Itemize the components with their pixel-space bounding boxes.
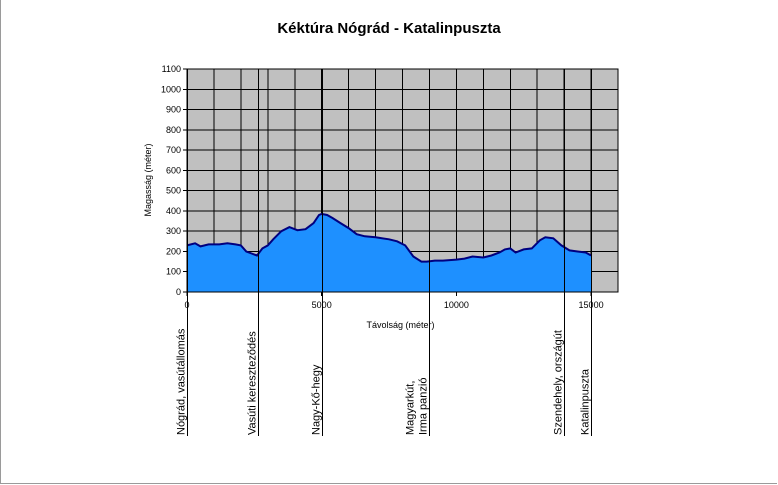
- y-tick-label: 600: [166, 165, 181, 175]
- y-axis-label: Magasság (méter): [143, 143, 153, 216]
- y-axis-ticks: 0 100 200 300 400 500 600 700 800 900 1000 1100: [161, 64, 187, 297]
- waypoint-label: Katalinpuszta: [580, 368, 592, 435]
- plot-border: [186, 68, 619, 293]
- elevation-area: [187, 213, 592, 292]
- elevation-line: [186, 212, 592, 263]
- waypoint-labels: Nógrád, vasútállomás Vasúti kereszteződés…: [176, 328, 592, 435]
- y-tick-label: 500: [166, 186, 181, 196]
- x-axis-ticks: 0 5000 10000 15000: [184, 292, 604, 310]
- chart-title: Kéktúra Nógrád - Katalinpuszta: [277, 20, 501, 37]
- y-tick-label: 400: [166, 206, 181, 216]
- x-tick-label: 10000: [444, 300, 469, 310]
- x-tick-label: 15000: [579, 300, 604, 310]
- y-tick-label: 1100: [162, 64, 181, 74]
- y-tick-label: 200: [166, 246, 181, 256]
- x-axis-label: Távolság (méter): [366, 320, 434, 330]
- waypoint-label: Nagy-Kő-hegy: [311, 364, 323, 435]
- y-tick-label: 800: [166, 125, 181, 135]
- waypoint-label: Irma panzió: [418, 378, 430, 435]
- y-tick-label: 900: [166, 105, 181, 115]
- waypoint-label: Nógrád, vasútállomás: [176, 328, 188, 435]
- y-tick-label: 300: [166, 226, 181, 236]
- y-tick-label: 100: [166, 267, 181, 277]
- waypoint-label: Szendehely, országút: [553, 330, 565, 435]
- y-tick-label: 0: [176, 287, 181, 297]
- waypoint-label: Vasúti kereszteződés: [247, 331, 259, 435]
- x-tick-label: 5000: [312, 300, 332, 310]
- y-tick-label: 1000: [161, 84, 181, 94]
- x-tick-label: 0: [184, 300, 189, 310]
- y-tick-label: 700: [166, 145, 181, 155]
- waypoint-label: Magyarkút,: [405, 381, 417, 435]
